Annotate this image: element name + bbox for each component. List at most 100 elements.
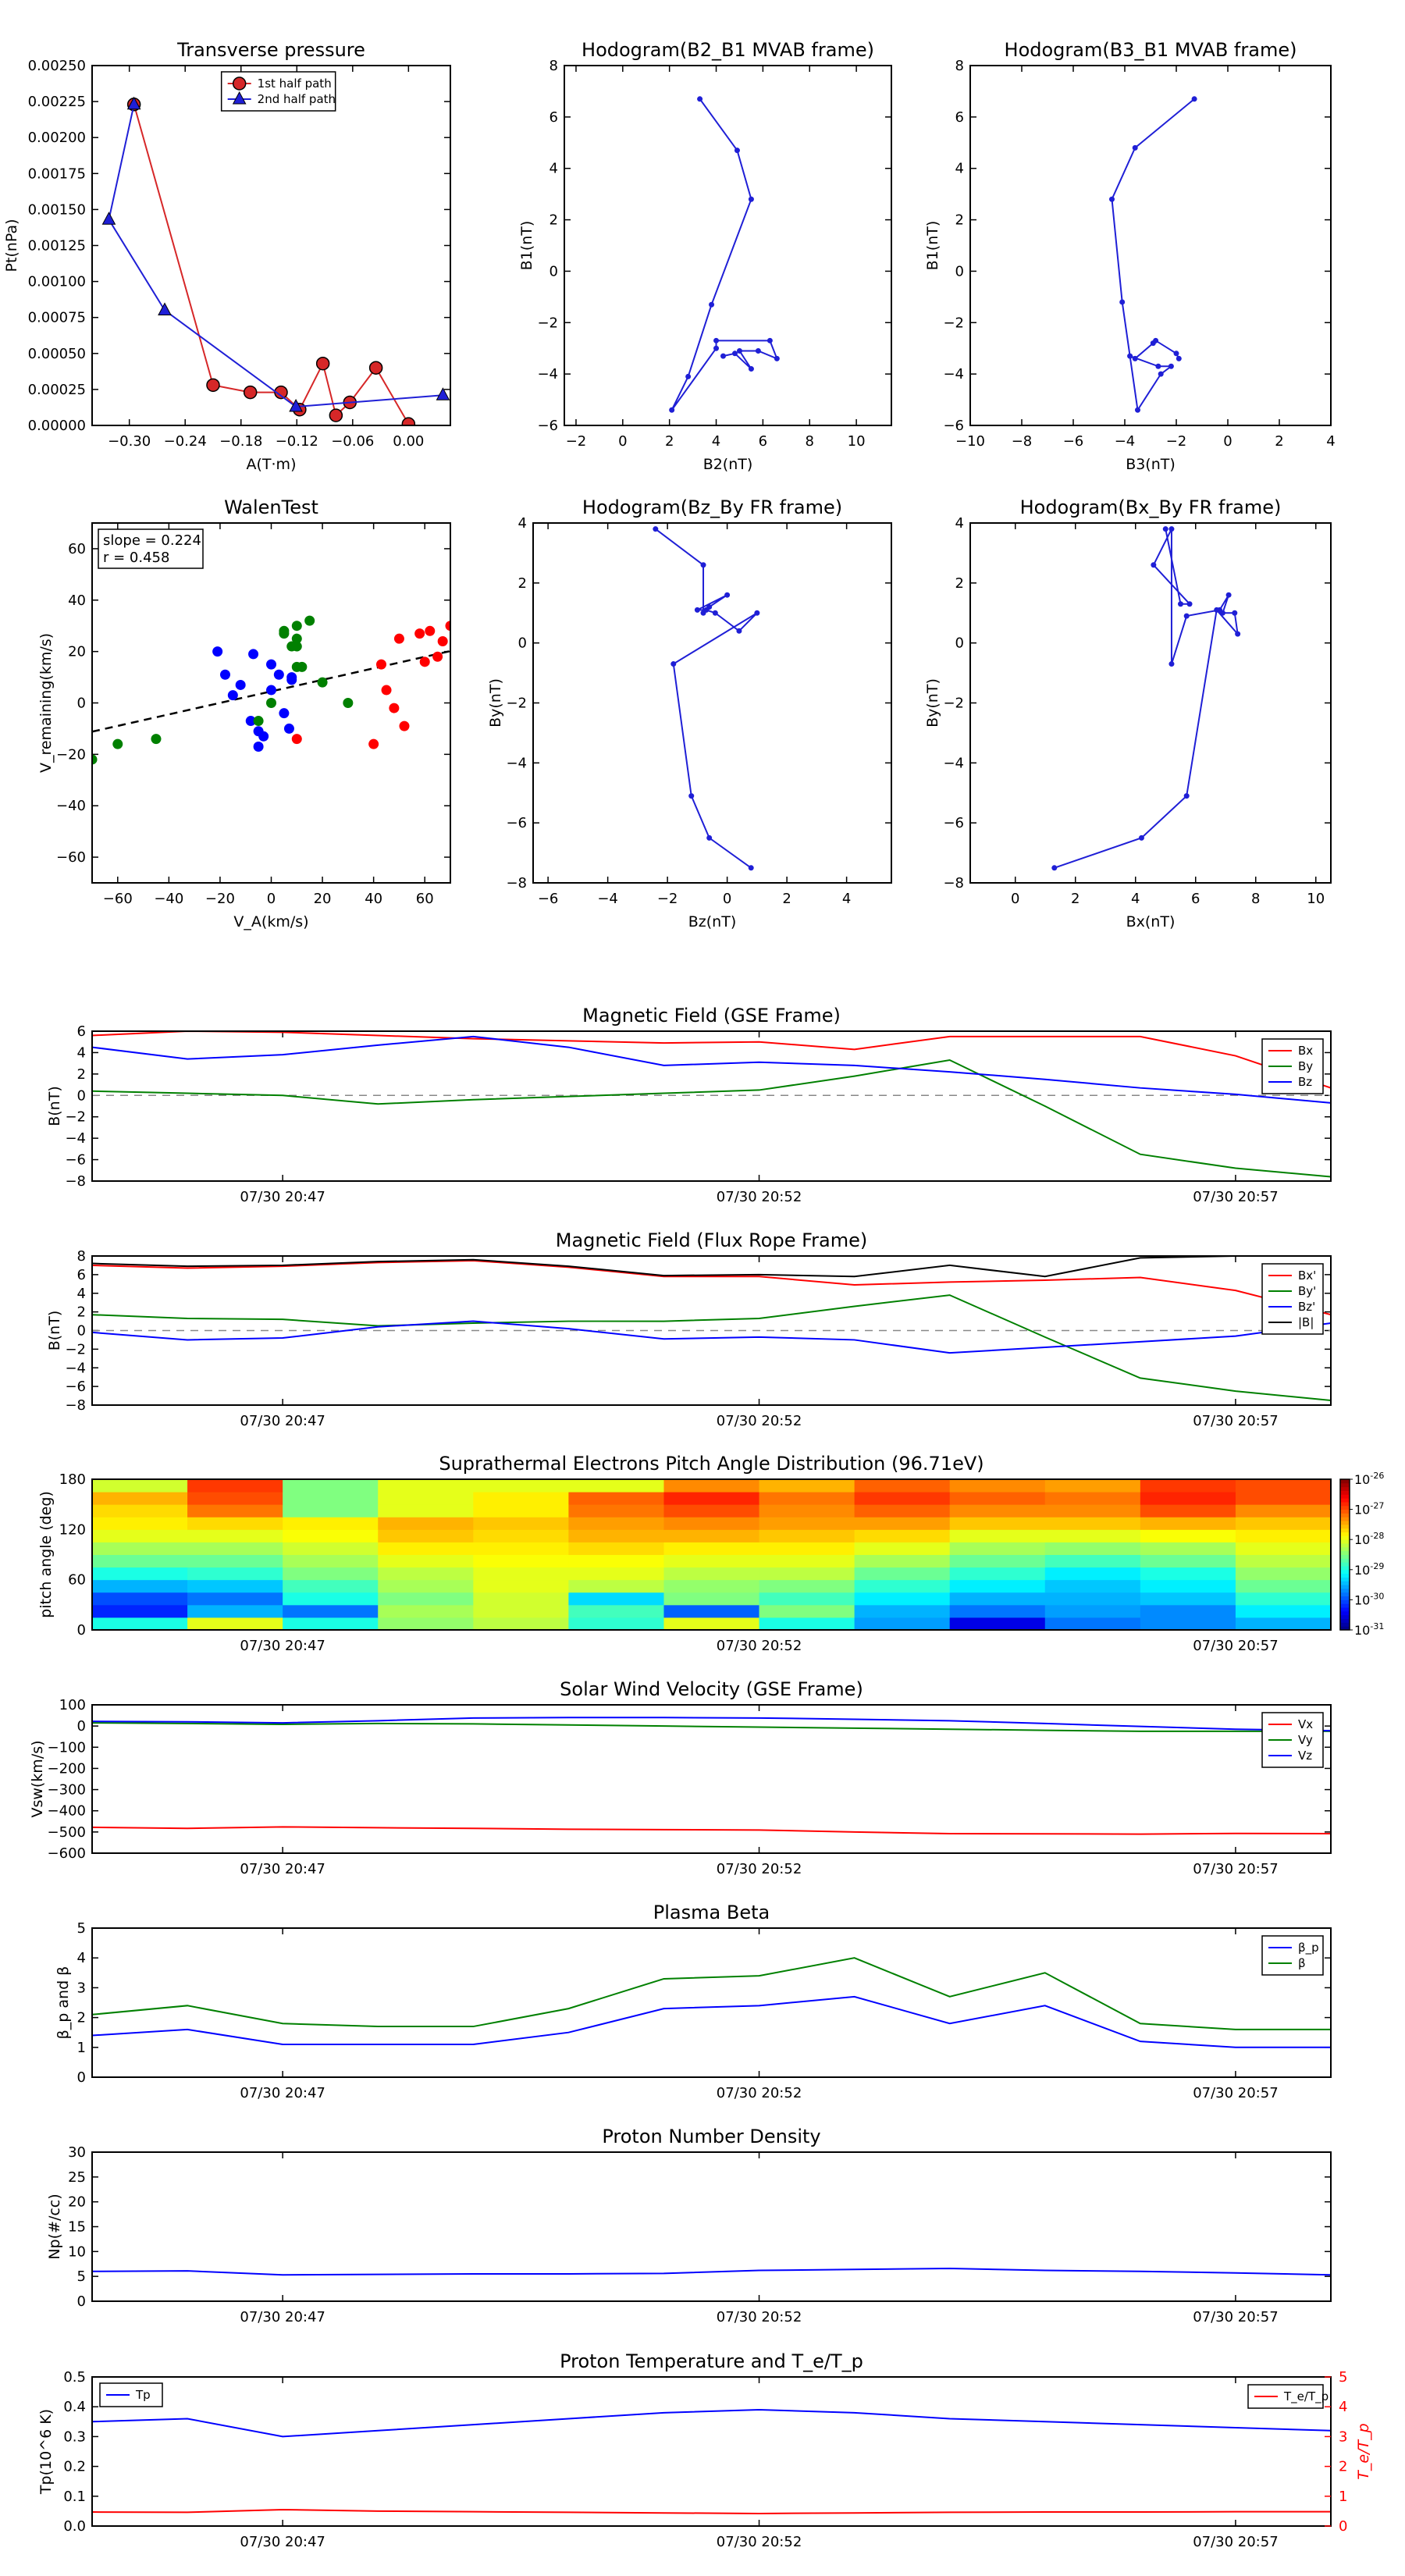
data-point xyxy=(731,350,738,357)
y-tick-label: 2 xyxy=(955,575,964,592)
data-point xyxy=(437,635,448,646)
heatmap-cell xyxy=(759,1504,855,1517)
colorbar-segment xyxy=(1340,1554,1350,1559)
heatmap-cell xyxy=(187,1504,283,1517)
data-point xyxy=(343,698,354,708)
colorbar-frame xyxy=(1339,1478,1350,1631)
heatmap-cell xyxy=(854,1517,951,1530)
chart-title: Magnetic Field (GSE Frame) xyxy=(582,1005,841,1026)
x-tick-label: −2 xyxy=(566,433,587,450)
x-tick-label: 07/30 20:47 xyxy=(240,2309,325,2325)
y-tick-label: 4 xyxy=(955,161,964,177)
colorbar-segment xyxy=(1340,1588,1350,1593)
heatmap-cell xyxy=(568,1542,664,1555)
y-tick-label: 6 xyxy=(550,109,558,126)
y-tick-label: 4 xyxy=(550,161,558,177)
heatmap-cell xyxy=(949,1529,1046,1542)
y-tick-label: −6 xyxy=(537,418,558,434)
x-tick-label: 4 xyxy=(842,891,851,907)
chart-hodo_bxby: Hodogram(Bx_By FR frame) 0 2 4 6 8 10 −8 −6 −4 −2 0… xyxy=(924,496,1332,930)
data-point xyxy=(712,610,718,616)
data-point xyxy=(399,720,410,731)
heatmap-cell xyxy=(759,1529,855,1542)
heatmap-cell xyxy=(949,1604,1046,1618)
x-axis-label: A(T·m) xyxy=(247,456,297,473)
heatmap-cell xyxy=(854,1592,951,1606)
x-tick-label: 07/30 20:47 xyxy=(240,2085,325,2101)
data-point xyxy=(1119,299,1126,305)
heatmap-cell xyxy=(759,1542,855,1555)
data-point xyxy=(1162,526,1168,532)
y-tick-label-right: 0 xyxy=(1339,2518,1347,2535)
heatmap-cell xyxy=(1235,1554,1332,1568)
x-tick-label: −6 xyxy=(1063,433,1084,450)
heatmap-cell xyxy=(283,1554,379,1568)
y-tick-label: 2 xyxy=(77,1304,86,1321)
heatmap-cell xyxy=(1044,1529,1141,1542)
chart-hodo_b3b1: Hodogram(B3_B1 MVAB frame) −10 −8 −6 −4 −2 0 2 4… xyxy=(924,39,1336,473)
heatmap-cell xyxy=(854,1542,951,1555)
y-tick-label: −2 xyxy=(943,315,964,331)
chart-title: Suprathermal Electrons Pitch Angle Distr… xyxy=(439,1453,984,1475)
legend-label: Tp xyxy=(135,2388,151,2402)
y-tick-label: 0 xyxy=(77,1622,86,1638)
data-point xyxy=(432,651,443,662)
y-tick-label: 0 xyxy=(955,635,964,652)
y-tick-label: 8 xyxy=(77,1248,86,1265)
data-point xyxy=(748,196,754,202)
x-tick-label: 07/30 20:52 xyxy=(717,1638,802,1654)
data-point xyxy=(289,398,303,412)
y-tick-label: 0.00175 xyxy=(28,165,86,182)
heatmap-cell xyxy=(759,1554,855,1568)
x-tick-label: 07/30 20:47 xyxy=(240,1189,325,1205)
data-point xyxy=(713,337,720,343)
heatmap-cell xyxy=(92,1604,188,1618)
heatmap-cell xyxy=(92,1592,188,1606)
heatmap-cell xyxy=(1044,1554,1141,1568)
y-tick-label: 60 xyxy=(68,1572,86,1589)
x-tick-label: 07/30 20:57 xyxy=(1193,2085,1278,2101)
heatmap-cell xyxy=(1044,1617,1141,1631)
heatmap-cell xyxy=(92,1542,188,1555)
heatmap-cell xyxy=(663,1542,760,1555)
heatmap-cell xyxy=(663,1479,760,1493)
data-point xyxy=(151,734,162,745)
x-tick-label: −0.24 xyxy=(164,433,207,450)
heatmap-cell xyxy=(854,1529,951,1542)
data-point xyxy=(266,659,276,670)
series-line xyxy=(92,2508,1331,2514)
data-point xyxy=(297,661,308,672)
y-tick-label: 15 xyxy=(68,2219,86,2236)
data-point xyxy=(669,407,675,413)
data-point xyxy=(670,661,677,667)
chart-title: Solar Wind Velocity (GSE Frame) xyxy=(560,1678,863,1700)
heatmap-cell xyxy=(759,1492,855,1505)
data-point xyxy=(1109,196,1115,202)
x-tick-label: −6 xyxy=(538,891,559,907)
y-tick-label: −200 xyxy=(48,1760,86,1777)
heatmap-cell xyxy=(92,1579,188,1593)
y-tick-label: 20 xyxy=(68,644,86,660)
data-point xyxy=(273,669,284,680)
heatmap-cell xyxy=(283,1567,379,1581)
y-tick-label: 1 xyxy=(77,2040,86,2056)
data-point xyxy=(315,356,330,371)
colorbar-segment xyxy=(1340,1622,1350,1627)
series-line xyxy=(92,1722,1331,1732)
heatmap-cell xyxy=(854,1479,951,1493)
x-axis-label: Bz(nT) xyxy=(688,913,736,930)
heatmap-cell xyxy=(283,1504,379,1517)
heatmap-cell xyxy=(1044,1492,1141,1505)
legend: Bx'By' Bz'|B| xyxy=(1261,1263,1324,1335)
y-axis-label: B(nT) xyxy=(46,1311,63,1351)
legend-label: Vy xyxy=(1298,1733,1313,1747)
y-tick-label: 0.1 xyxy=(63,2489,86,2505)
legend: T_e/T_p xyxy=(1247,2384,1329,2409)
series-line xyxy=(92,1957,1331,2030)
x-tick-label: 2 xyxy=(1071,891,1080,907)
heatmap-cell xyxy=(283,1579,379,1593)
y-tick-label: 0.00100 xyxy=(28,274,86,290)
data-point xyxy=(1214,607,1220,613)
data-point xyxy=(245,716,256,727)
